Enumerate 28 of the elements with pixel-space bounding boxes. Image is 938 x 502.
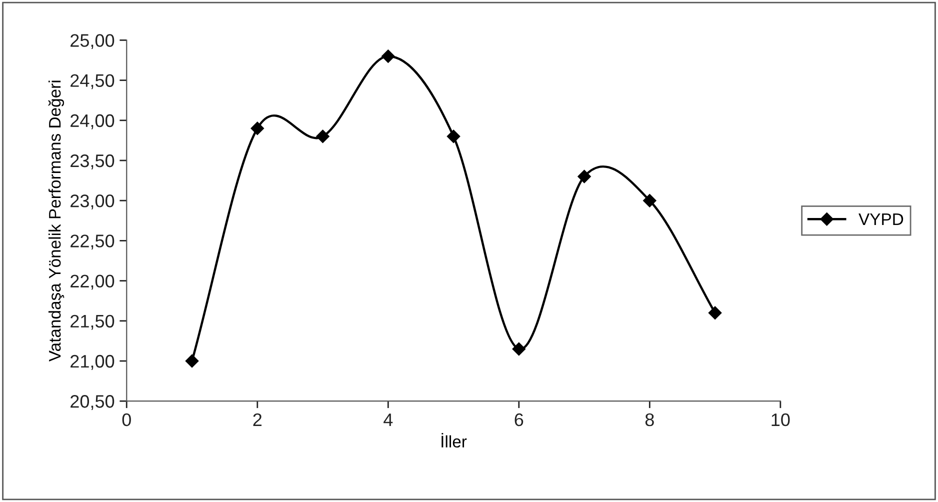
point	[578, 170, 591, 184]
y-tick-label: 22,00	[70, 274, 114, 290]
y-tick-label: 25,00	[70, 34, 114, 50]
y-tick-label: 24,00	[70, 114, 114, 130]
y-axis-title: Vatandaşa Yönelik Performans Değeri	[48, 80, 64, 362]
y-tick-label: 23,00	[70, 194, 114, 210]
y-tick-label: 20,50	[70, 395, 114, 410]
point	[512, 342, 526, 356]
point	[708, 306, 722, 320]
y-tick-label: 21,50	[70, 314, 114, 330]
point	[643, 194, 656, 208]
y-tick-label: 21,00	[70, 354, 114, 370]
x-axis-title: İller	[442, 432, 467, 448]
legend-label: VYPD	[858, 213, 904, 225]
point	[316, 130, 330, 143]
y-tick-label: 22,50	[70, 234, 114, 250]
x-tick-label: 0	[122, 413, 131, 426]
point	[382, 50, 395, 63]
point	[250, 122, 264, 135]
x-tick-label: 10	[772, 413, 790, 426]
point	[446, 130, 460, 143]
y-tick-label: 23,50	[70, 154, 114, 170]
x-tick-label: 4	[384, 414, 393, 426]
x-tick-label: 8	[645, 413, 654, 426]
y-tick-label: 24,50	[70, 74, 114, 90]
x-tick-label: 6	[514, 413, 524, 426]
point	[185, 354, 199, 368]
x-tick-label: 2	[253, 413, 262, 426]
